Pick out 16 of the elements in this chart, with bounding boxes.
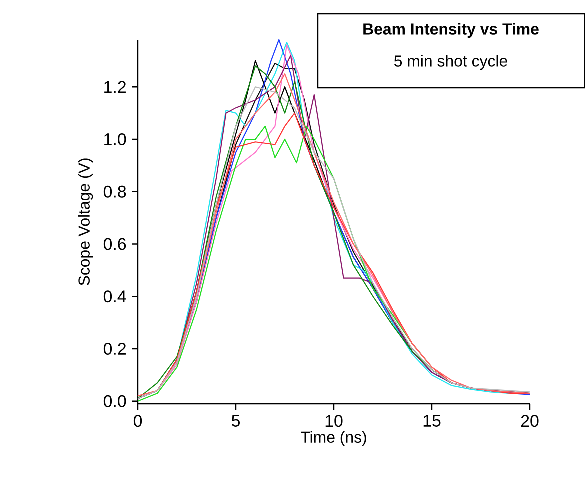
y-tick-label: 0.6 xyxy=(104,238,126,250)
x-tick-label: 10 xyxy=(326,415,343,428)
y-tick-label: 0.2 xyxy=(104,342,126,355)
x-tick-label: 20 xyxy=(521,415,539,428)
y-axis-title: Scope Voltage (V) xyxy=(78,158,94,286)
y-tick-label: 1.2 xyxy=(104,81,126,94)
y-tick-label: 0.4 xyxy=(104,290,126,303)
x-tick-label: 0 xyxy=(134,415,142,428)
x-tick-label: 5 xyxy=(232,415,240,427)
y-tick-label: 0.0 xyxy=(104,395,126,408)
x-axis-title: Time (ns) xyxy=(301,431,366,446)
y-tick-label: 0.8 xyxy=(104,186,126,198)
chart-title: Beam Intensity vs Time xyxy=(364,23,539,38)
text: 5 min shot cycle xyxy=(394,55,508,70)
x-tick-label: 15 xyxy=(424,415,441,427)
y-tick-label: 1.0 xyxy=(104,134,126,146)
